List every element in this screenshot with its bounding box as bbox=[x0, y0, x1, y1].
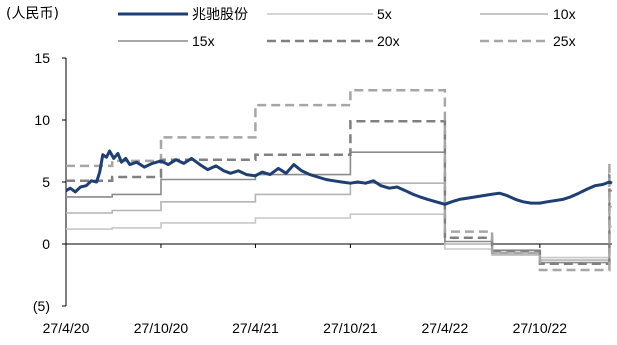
legend-label: 25x bbox=[553, 33, 576, 49]
series-layer bbox=[65, 88, 613, 272]
legend-label: 兆驰股份 bbox=[192, 6, 248, 22]
series-line-兆驰股份 bbox=[65, 149, 613, 206]
x-tick-label: 27/4/20 bbox=[43, 320, 90, 336]
series-line-25x bbox=[66, 88, 612, 272]
y-tick-label: 15 bbox=[34, 50, 50, 66]
x-tick-label: 27/10/20 bbox=[134, 320, 189, 336]
series-line-5x bbox=[66, 213, 612, 259]
x-tick-label: 27/4/21 bbox=[232, 320, 279, 336]
legend-label: 10x bbox=[553, 6, 576, 22]
x-tick-label: 27/4/22 bbox=[422, 320, 469, 336]
y-axis: 15 10 5 0 (5) bbox=[33, 50, 67, 314]
legend-label: 15x bbox=[192, 33, 215, 49]
series-line-10x bbox=[66, 182, 612, 261]
legend-label: 20x bbox=[377, 33, 400, 49]
x-tick-label: 27/10/21 bbox=[323, 320, 378, 336]
y-tick-label: 0 bbox=[42, 236, 50, 252]
legend: 兆驰股份 5x 10x 15x 20x 25x bbox=[118, 6, 576, 49]
y-tick-label: 10 bbox=[34, 112, 50, 128]
series-line-15x bbox=[66, 151, 612, 264]
y-tick-label: 5 bbox=[42, 174, 50, 190]
y-tick-label: (5) bbox=[33, 298, 50, 314]
x-tick-label: 27/10/22 bbox=[513, 320, 568, 336]
y-unit-label: (人民币) bbox=[6, 6, 59, 22]
x-axis: 27/4/20 27/10/20 27/4/21 27/10/21 27/4/22 27/… bbox=[43, 243, 612, 336]
series-line-20x bbox=[66, 119, 612, 266]
legend-label: 5x bbox=[377, 6, 392, 22]
